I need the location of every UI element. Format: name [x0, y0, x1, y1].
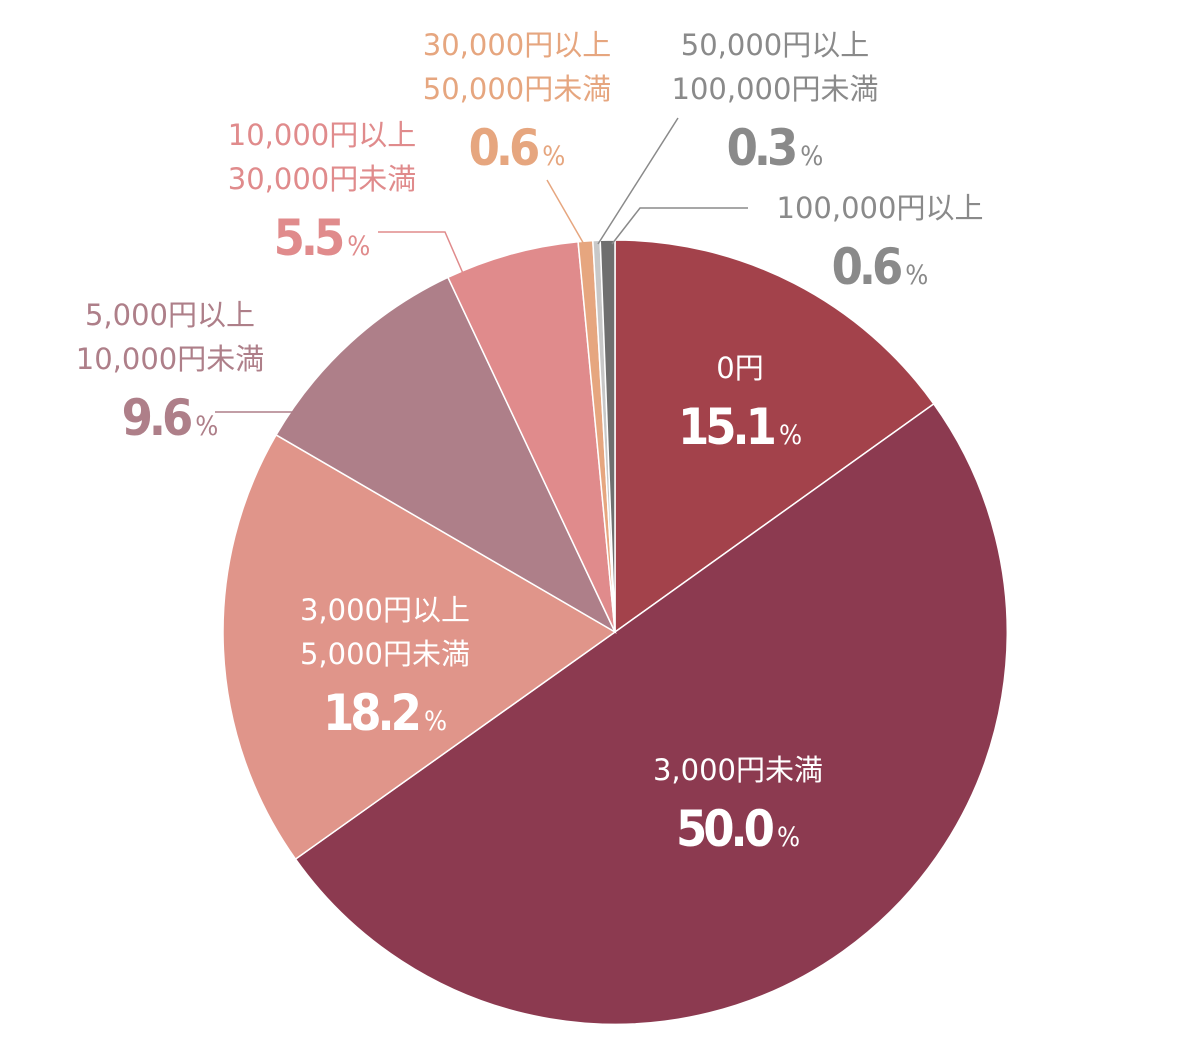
slice-label-text: 100,000円以上	[777, 191, 984, 225]
slice-label-text: 10,000円以上	[228, 118, 416, 152]
slice-label-text: 100,000円未満	[672, 72, 879, 106]
slice-label-text: 30,000円未満	[228, 162, 416, 196]
slice-value: 0.6	[832, 238, 901, 296]
slice-label-text: 50,000円以上	[681, 28, 869, 62]
slice-value-label: 0.6%	[469, 119, 566, 177]
slice-value-label: 9.6%	[122, 389, 219, 447]
slice-labels: 0円 15.1 % 3,000円未満 50.0 % 3,000円以上 5,000円未満 18.2…	[76, 28, 984, 858]
slice-label-text: 3,000円以上	[300, 593, 470, 627]
pie-slice-2	[222, 433, 617, 861]
pie-slice-0	[614, 239, 935, 634]
slice-value-label: 15.1%	[678, 398, 802, 456]
leader-lines	[215, 117, 748, 413]
pie-slice-1	[294, 402, 1008, 1026]
slice-value-label: 18.2%	[323, 684, 447, 742]
percent-sign: %	[779, 420, 802, 451]
slice-label-text: 30,000円以上	[423, 28, 611, 62]
slice-value-label: 50.0%	[676, 800, 800, 858]
slice-label-text: 10,000円未満	[76, 342, 264, 376]
slice-label-text: 50,000円未満	[423, 72, 611, 106]
slice-label-0: 0円 15.1%	[678, 351, 802, 456]
slice-value: 9.6	[122, 389, 191, 447]
slice-label-4: 10,000円以上 30,000円未満 5.5%	[228, 118, 416, 267]
percent-sign: %	[905, 260, 928, 291]
slice-value: 18.2	[323, 684, 419, 742]
slice-label-text: 3,000円未満	[653, 753, 823, 787]
leader-line-7	[611, 207, 748, 245]
slice-value-label: 0.6%	[832, 238, 929, 296]
pie-slice-3	[275, 276, 617, 634]
slice-value: 0.6	[469, 119, 538, 177]
percent-sign: %	[347, 231, 370, 262]
slice-value-label: 5.5%	[274, 209, 371, 267]
percent-sign: %	[195, 411, 218, 442]
percent-sign: %	[424, 706, 447, 737]
slice-value: 0.3	[727, 119, 795, 177]
pie-slices	[222, 239, 1008, 1026]
slice-label-5: 30,000円以上 50,000円未満 0.6%	[423, 28, 611, 177]
slice-value: 5.5	[274, 209, 343, 267]
leader-line-6	[597, 117, 679, 245]
pie-slice-4	[446, 240, 616, 633]
leader-line-5	[546, 179, 586, 247]
slice-value: 50.0	[676, 800, 774, 858]
slice-label-text: 0円	[716, 351, 763, 385]
percent-sign: %	[542, 141, 565, 172]
slice-label-text: 5,000円未満	[300, 637, 470, 671]
slice-label-6: 50,000円以上 100,000円未満 0.3%	[672, 28, 879, 177]
slice-value-label: 0.3%	[727, 119, 824, 177]
percent-sign: %	[800, 141, 823, 172]
slice-label-1: 3,000円未満 50.0%	[653, 753, 823, 858]
percent-sign: %	[777, 822, 800, 853]
slice-value: 15.1	[678, 398, 775, 456]
slice-label-text: 5,000円以上	[85, 298, 255, 332]
leader-line-4	[378, 231, 466, 279]
slice-label-3: 5,000円以上 10,000円未満 9.6%	[76, 298, 264, 447]
slice-label-7: 100,000円以上 0.6%	[777, 191, 984, 296]
slice-label-2: 3,000円以上 5,000円未満 18.2%	[300, 593, 470, 742]
